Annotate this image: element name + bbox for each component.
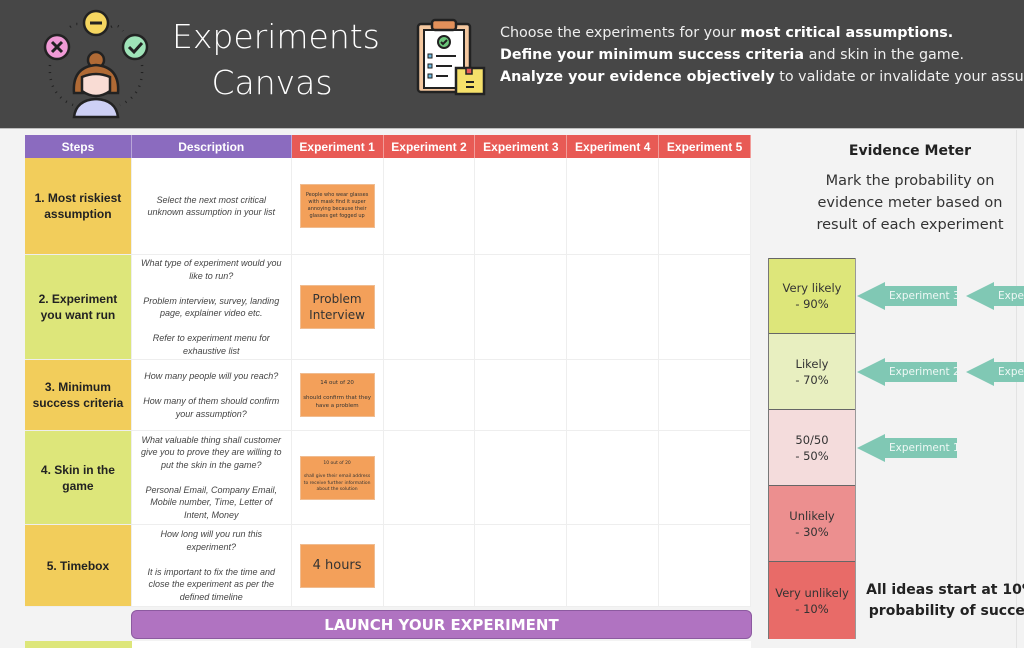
experiment-marker-partial[interactable]: Exper <box>966 282 1024 310</box>
clipboard-checklist-icon <box>416 18 486 96</box>
step-description: How many people will you reach? How many… <box>131 360 292 431</box>
intro-line-3: Analyze your evidence objectively to val… <box>500 69 1024 85</box>
experiment-3-cell[interactable] <box>475 360 568 431</box>
experiment-2-cell[interactable] <box>383 158 476 255</box>
evidence-meter-subtitle: Mark the probability on evidence meter b… <box>816 173 1004 233</box>
experiment-3-cell[interactable] <box>475 255 568 360</box>
sticky-note[interactable]: 10 out of 20 shall give their email addr… <box>300 456 374 499</box>
start-probability-note: All ideas start at 10% probability of su… <box>866 582 1024 619</box>
experiment-1-cell[interactable]: 4 hours <box>291 525 384 607</box>
sticky-note[interactable]: Problem Interview <box>300 286 374 328</box>
step-label: 2. Experiment you want run <box>25 255 132 360</box>
column-header-experiment-3: Experiment 3 <box>475 135 568 158</box>
experiment-marker-partial[interactable]: Exper <box>966 358 1024 386</box>
column-header-description: Description <box>131 135 292 158</box>
step-label: 4. Skin in the game <box>25 431 132 525</box>
experiment-2-cell[interactable] <box>383 525 476 607</box>
table-row: 1. Most riskiest assumption Select the n… <box>25 158 752 255</box>
meter-level-unlikely: Unlikely - 30% <box>769 486 855 562</box>
experiment-1-cell[interactable]: Problem Interview <box>291 255 384 360</box>
title-line-1: Experiments <box>172 17 380 56</box>
meter-level-very-likely: Very likely - 90% <box>769 258 855 334</box>
arrow-left-icon <box>857 282 885 310</box>
column-header-experiment-5: Experiment 5 <box>659 135 752 158</box>
sticky-note[interactable]: People who wear glasses with mask find i… <box>300 185 374 227</box>
experiment-3-cell[interactable] <box>475 158 568 255</box>
step-description: What valuable thing shall customer give … <box>131 431 292 525</box>
sticky-note[interactable]: 4 hours <box>300 544 374 587</box>
arrow-left-icon <box>966 358 994 386</box>
table-row-partial <box>25 641 751 648</box>
experiment-2-cell[interactable] <box>383 431 476 525</box>
experiment-3-cell[interactable] <box>475 525 568 607</box>
intro-line-1: Choose the experiments for your most cri… <box>500 25 954 41</box>
arrow-left-icon <box>857 358 885 386</box>
step-label <box>25 641 132 648</box>
intro-line-2: Define your minimum success criteria and… <box>500 47 965 63</box>
experiment-5-cell[interactable] <box>659 525 752 607</box>
experiment-1-cell[interactable]: 10 out of 20 shall give their email addr… <box>291 431 384 525</box>
meter-level-likely: Likely - 70% <box>769 334 855 410</box>
meter-level-very-unlikely: Very unlikely - 10% <box>769 562 855 639</box>
experiment-1-marker[interactable]: Experiment 1 <box>857 434 957 462</box>
row-cells <box>132 641 751 648</box>
experiment-2-marker[interactable]: Experiment 2 <box>857 358 957 386</box>
step-description: Select the next most critical unknown as… <box>131 158 292 255</box>
experiment-4-cell[interactable] <box>567 360 660 431</box>
step-label: 5. Timebox <box>25 525 132 607</box>
step-description: What type of experiment would you like t… <box>131 255 292 360</box>
experiment-4-cell[interactable] <box>567 431 660 525</box>
person-with-evaluation-icons-icon <box>43 9 149 119</box>
evidence-meter: Very likely - 90% Likely - 70% 50/50 - 5… <box>768 258 856 639</box>
experiment-2-cell[interactable] <box>383 360 476 431</box>
title-line-2: Canvas <box>211 63 333 102</box>
experiment-1-cell[interactable]: People who wear glasses with mask find i… <box>291 158 384 255</box>
column-header-experiment-4: Experiment 4 <box>567 135 660 158</box>
experiment-1-cell[interactable]: 14 out of 20 should confirm that they ha… <box>291 360 384 431</box>
experiment-4-cell[interactable] <box>567 255 660 360</box>
step-description: How long will you run this experiment? I… <box>131 525 292 607</box>
evidence-meter-title: Evidence Meter <box>848 143 972 159</box>
table-header-row: Steps Description Experiment 1 Experimen… <box>25 135 752 158</box>
arrow-left-icon <box>966 282 994 310</box>
table-row: 4. Skin in the game What valuable thing … <box>25 431 752 525</box>
table-row: 2. Experiment you want run What type of … <box>25 255 752 360</box>
arrow-left-icon <box>857 434 885 462</box>
table-row: 5. Timebox How long will you run this ex… <box>25 525 752 607</box>
column-header-experiment-1: Experiment 1 <box>291 135 384 158</box>
experiments-table: Steps Description Experiment 1 Experimen… <box>25 135 752 607</box>
experiment-5-cell[interactable] <box>659 431 752 525</box>
intro-text: Choose the experiments for your most cri… <box>500 22 1024 88</box>
divider <box>1016 130 1017 648</box>
experiment-3-marker[interactable]: Experiment 3 <box>857 282 957 310</box>
experiment-5-cell[interactable] <box>659 158 752 255</box>
step-label: 3. Minimum success criteria <box>25 360 132 431</box>
experiment-4-cell[interactable] <box>567 525 660 607</box>
experiment-4-cell[interactable] <box>567 158 660 255</box>
experiment-2-cell[interactable] <box>383 255 476 360</box>
meter-level-fifty-fifty: 50/50 - 50% <box>769 410 855 486</box>
table-row: 3. Minimum success criteria How many peo… <box>25 360 752 431</box>
experiment-3-cell[interactable] <box>475 431 568 525</box>
launch-experiment-banner: LAUNCH YOUR EXPERIMENT <box>131 610 752 639</box>
sticky-note[interactable]: 14 out of 20 should confirm that they ha… <box>300 374 374 416</box>
header-banner: Experiments Canvas Choose the experiment… <box>0 0 1024 129</box>
step-label: 1. Most riskiest assumption <box>25 158 132 255</box>
page-title: Experiments Canvas <box>172 14 380 106</box>
experiment-5-cell[interactable] <box>659 255 752 360</box>
column-header-steps: Steps <box>25 135 132 158</box>
column-header-experiment-2: Experiment 2 <box>383 135 476 158</box>
experiment-5-cell[interactable] <box>659 360 752 431</box>
